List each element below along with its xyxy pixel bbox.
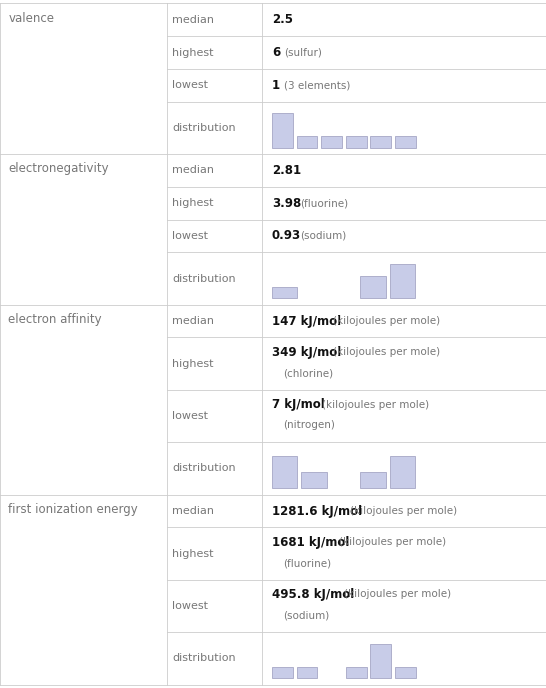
Text: electron affinity: electron affinity — [8, 313, 102, 326]
Text: lowest: lowest — [172, 231, 208, 241]
Text: (chlorine): (chlorine) — [283, 368, 333, 378]
Text: 0.93: 0.93 — [272, 229, 301, 242]
Text: 3.98: 3.98 — [272, 197, 301, 210]
Bar — [390, 455, 415, 488]
Text: first ionization energy: first ionization energy — [8, 503, 138, 516]
Text: valence: valence — [8, 12, 54, 25]
Text: highest: highest — [172, 47, 213, 58]
Text: (sodium): (sodium) — [283, 610, 329, 621]
Text: 1681 kJ/mol: 1681 kJ/mol — [272, 535, 349, 548]
Text: distribution: distribution — [172, 274, 236, 283]
Bar — [296, 136, 317, 148]
Text: (sulfur): (sulfur) — [284, 47, 322, 58]
Bar — [272, 455, 297, 488]
Text: highest: highest — [172, 358, 213, 369]
Text: (fluorine): (fluorine) — [300, 198, 348, 208]
Bar — [346, 136, 367, 148]
Text: median: median — [172, 165, 214, 175]
Bar — [296, 667, 317, 678]
Bar — [272, 667, 293, 678]
Text: (3 elements): (3 elements) — [284, 80, 351, 90]
Text: lowest: lowest — [172, 601, 208, 611]
Bar — [370, 644, 391, 678]
Bar — [395, 136, 416, 148]
Text: 147 kJ/mol: 147 kJ/mol — [272, 314, 341, 327]
Bar — [390, 264, 415, 299]
Text: distribution: distribution — [172, 464, 236, 473]
Text: 349 kJ/mol: 349 kJ/mol — [272, 345, 341, 358]
Text: highest: highest — [172, 548, 213, 559]
Bar — [395, 667, 416, 678]
Text: (kilojoules per mole): (kilojoules per mole) — [345, 590, 452, 599]
Bar — [360, 276, 385, 299]
Text: distribution: distribution — [172, 123, 236, 133]
Text: 2.81: 2.81 — [272, 164, 301, 177]
Bar — [272, 287, 297, 299]
Text: electronegativity: electronegativity — [8, 162, 109, 175]
Bar — [360, 472, 385, 488]
Text: (kilojoules per mole): (kilojoules per mole) — [334, 347, 441, 357]
Bar — [301, 472, 327, 488]
Text: 2.5: 2.5 — [272, 13, 293, 26]
Bar — [272, 114, 293, 148]
Bar — [370, 136, 391, 148]
Text: (kilojoules per mole): (kilojoules per mole) — [350, 506, 457, 516]
Text: (kilojoules per mole): (kilojoules per mole) — [323, 400, 430, 409]
Text: median: median — [172, 316, 214, 326]
Text: 7 kJ/mol: 7 kJ/mol — [272, 398, 325, 411]
Text: lowest: lowest — [172, 80, 208, 90]
Text: (kilojoules per mole): (kilojoules per mole) — [339, 537, 446, 547]
Bar — [321, 136, 342, 148]
Text: 1: 1 — [272, 79, 280, 92]
Text: 6: 6 — [272, 46, 280, 59]
Bar — [346, 667, 367, 678]
Text: distribution: distribution — [172, 654, 236, 663]
Text: lowest: lowest — [172, 411, 208, 421]
Text: 1281.6 kJ/mol: 1281.6 kJ/mol — [272, 504, 362, 517]
Text: (sodium): (sodium) — [300, 231, 347, 241]
Text: 495.8 kJ/mol: 495.8 kJ/mol — [272, 588, 354, 601]
Text: median: median — [172, 506, 214, 516]
Text: (nitrogen): (nitrogen) — [283, 420, 335, 431]
Text: (fluorine): (fluorine) — [283, 558, 331, 568]
Text: highest: highest — [172, 198, 213, 208]
Text: median: median — [172, 15, 214, 25]
Text: (kilojoules per mole): (kilojoules per mole) — [334, 316, 441, 326]
